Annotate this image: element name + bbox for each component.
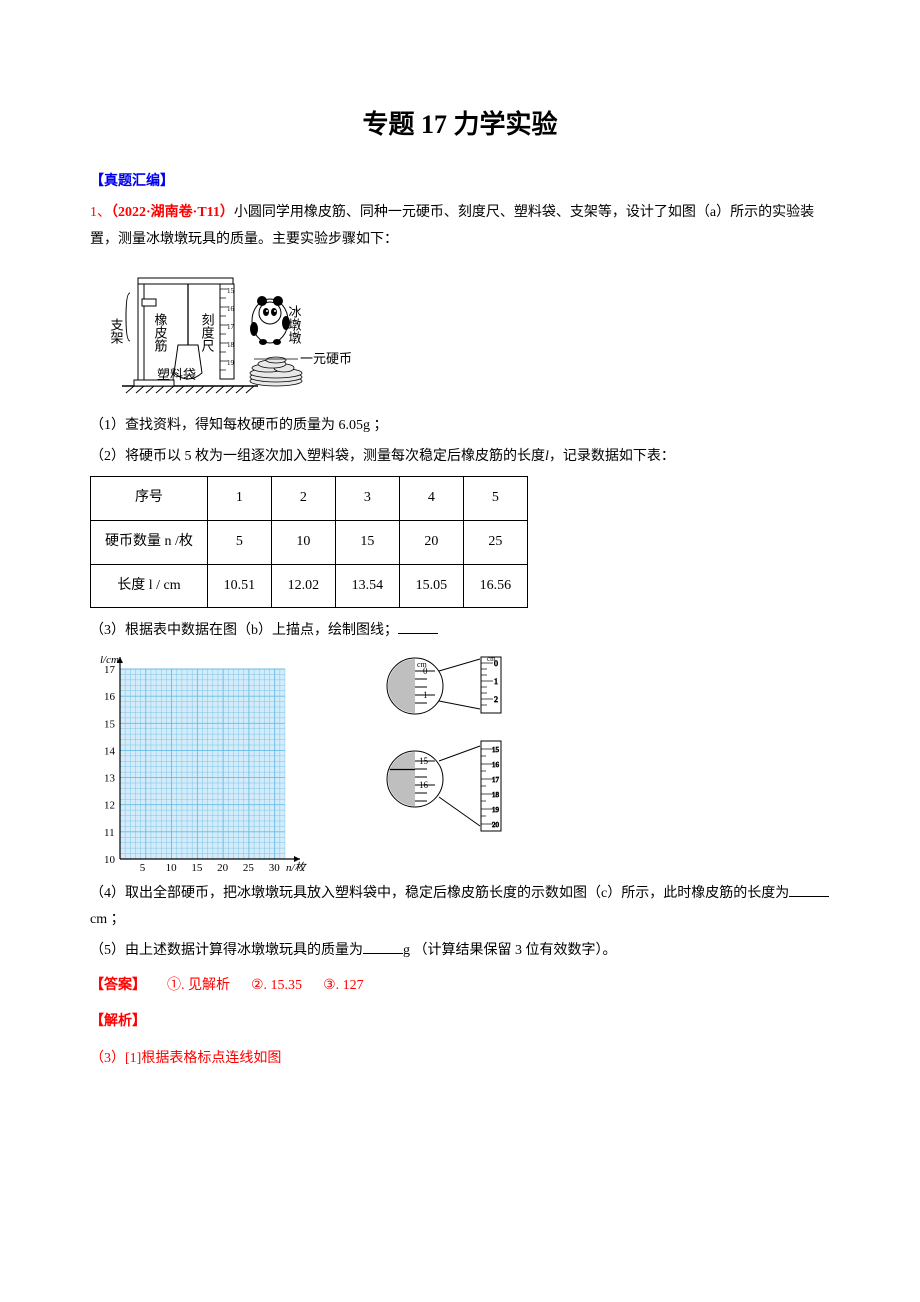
ruler-readings: 0 1 cm 0 1 2 cm 15 16 bbox=[375, 651, 545, 836]
label-ruler: 刻度尺 bbox=[200, 313, 215, 352]
apparatus-svg: 支架 橡皮筋 塑料袋 15 16 17 18 19 刻度尺 冰墩墩 bbox=[90, 263, 355, 403]
step4-unit: cm ； bbox=[90, 912, 125, 927]
svg-text:5: 5 bbox=[140, 862, 146, 871]
svg-text:1: 1 bbox=[423, 690, 428, 700]
svg-text:cm: cm bbox=[417, 660, 428, 669]
answer-line: 【答案】 ①. 见解析 ②. 15.35 ③. 127 bbox=[90, 973, 830, 1000]
problem-number: 1、 bbox=[90, 205, 111, 220]
svg-text:2: 2 bbox=[494, 695, 498, 704]
step5-text: （5）由上述数据计算得冰墩墩玩具的质量为 bbox=[90, 943, 363, 958]
graphics-row: l/cm n/枚 1011121314151617 51015202530 0 … bbox=[90, 651, 830, 871]
td: 5 bbox=[207, 520, 271, 564]
step3-text: （3）根据表中数据在图（b）上描点，绘制图线； bbox=[90, 623, 398, 638]
svg-text:30: 30 bbox=[269, 862, 281, 871]
svg-text:19: 19 bbox=[492, 806, 500, 814]
table-row: 序号 1 2 3 4 5 bbox=[91, 477, 528, 521]
svg-text:17: 17 bbox=[104, 664, 116, 676]
svg-text:25: 25 bbox=[243, 862, 255, 871]
answer-1: ①. 见解析 bbox=[167, 973, 230, 1000]
label-toy: 冰墩墩 bbox=[287, 305, 302, 344]
svg-text:16: 16 bbox=[104, 691, 116, 703]
svg-text:13: 13 bbox=[104, 772, 116, 784]
step-2: （2）将硬币以 5 枚为一组逐次加入塑料袋，测量每次稳定后橡皮筋的长度l，记录数… bbox=[90, 444, 830, 471]
blank bbox=[363, 940, 403, 954]
svg-text:16: 16 bbox=[492, 761, 500, 769]
section-header: 【真题汇编】 bbox=[90, 169, 830, 196]
td: 4 bbox=[399, 477, 463, 521]
step2-pre: （2）将硬币以 5 枚为一组逐次加入塑料袋，测量每次稳定后橡皮筋的长度 bbox=[90, 449, 545, 464]
coins-icon bbox=[250, 357, 302, 386]
th-n: 硬币数量 n /枚 bbox=[91, 520, 208, 564]
svg-text:15: 15 bbox=[492, 746, 500, 754]
svg-text:15: 15 bbox=[191, 862, 203, 871]
td: 2 bbox=[271, 477, 335, 521]
td: 3 bbox=[335, 477, 399, 521]
svg-text:14: 14 bbox=[104, 745, 116, 757]
apparatus-figure: 支架 橡皮筋 塑料袋 15 16 17 18 19 刻度尺 冰墩墩 bbox=[90, 263, 830, 403]
page-title: 专题 17 力学实验 bbox=[90, 100, 830, 149]
svg-text:15: 15 bbox=[104, 718, 116, 730]
td: 10 bbox=[271, 520, 335, 564]
problem-intro: 1、（2022·湖南卷·T11）小圆同学用橡皮筋、同种一元硬币、刻度尺、塑料袋、… bbox=[90, 200, 830, 253]
svg-text:18: 18 bbox=[492, 791, 500, 799]
th-l: 长度 l / cm bbox=[91, 564, 208, 608]
td: 15.05 bbox=[399, 564, 463, 608]
step-4: （4）取出全部硬币，把冰墩墩玩具放入塑料袋中，稳定后橡皮筋长度的示数如图（c）所… bbox=[90, 881, 830, 934]
analysis-label: 【解析】 bbox=[90, 1009, 830, 1036]
svg-text:16: 16 bbox=[419, 780, 429, 790]
td: 25 bbox=[463, 520, 527, 564]
td: 20 bbox=[399, 520, 463, 564]
table-row: 长度 l / cm 10.51 12.02 13.54 15.05 16.56 bbox=[91, 564, 528, 608]
svg-text:16: 16 bbox=[227, 305, 235, 313]
svg-text:20: 20 bbox=[492, 821, 500, 829]
xlabel: n/枚 bbox=[286, 861, 308, 871]
blank bbox=[789, 883, 829, 897]
svg-text:19: 19 bbox=[227, 359, 235, 367]
blank bbox=[398, 620, 438, 634]
step-1: （1）查找资料，得知每枚硬币的质量为 6.05g ； bbox=[90, 413, 830, 440]
answer-2: ②. 15.35 bbox=[251, 973, 302, 1000]
label-rubber: 橡皮筋 bbox=[153, 313, 168, 352]
th-seq: 序号 bbox=[91, 477, 208, 521]
bingdundun-icon bbox=[250, 296, 290, 345]
problem-source: （2022·湖南卷·T11） bbox=[111, 205, 234, 220]
td: 10.51 bbox=[207, 564, 271, 608]
svg-text:10: 10 bbox=[166, 862, 178, 871]
td: 1 bbox=[207, 477, 271, 521]
td: 5 bbox=[463, 477, 527, 521]
data-table: 序号 1 2 3 4 5 硬币数量 n /枚 5 10 15 20 25 长度 … bbox=[90, 476, 528, 608]
step-3: （3）根据表中数据在图（b）上描点，绘制图线； bbox=[90, 618, 830, 645]
answer-label: 【答案】 bbox=[90, 978, 146, 993]
analysis-label-text: 【解析】 bbox=[90, 1014, 146, 1029]
step2-after: ，记录数据如下表： bbox=[549, 449, 675, 464]
step-5: （5）由上述数据计算得冰墩墩玩具的质量为 g （计算结果保留 3 位有效数字）。 bbox=[90, 938, 830, 965]
td: 12.02 bbox=[271, 564, 335, 608]
analysis-body: （3）[1]根据表格标点连线如图 bbox=[90, 1046, 830, 1073]
svg-text:15: 15 bbox=[419, 756, 429, 766]
svg-text:17: 17 bbox=[227, 323, 235, 331]
svg-text:cm: cm bbox=[487, 655, 496, 663]
grid-chart: l/cm n/枚 1011121314151617 51015202530 bbox=[90, 651, 310, 871]
answer-3: ③. 127 bbox=[323, 973, 364, 1000]
step4-text: （4）取出全部硬币，把冰墩墩玩具放入塑料袋中，稳定后橡皮筋长度的示数如图（c）所… bbox=[90, 886, 789, 901]
svg-text:17: 17 bbox=[492, 776, 500, 784]
label-bag: 塑料袋 bbox=[157, 367, 196, 382]
td: 13.54 bbox=[335, 564, 399, 608]
label-coins: 一元硬币 bbox=[300, 351, 352, 366]
svg-text:10: 10 bbox=[104, 854, 116, 866]
step5-unit: g （计算结果保留 3 位有效数字）。 bbox=[403, 943, 617, 958]
td: 15 bbox=[335, 520, 399, 564]
label-stand: 支架 bbox=[109, 318, 124, 344]
svg-text:18: 18 bbox=[227, 341, 235, 349]
svg-text:11: 11 bbox=[104, 827, 115, 839]
td: 16.56 bbox=[463, 564, 527, 608]
svg-text:1: 1 bbox=[494, 677, 498, 686]
table-row: 硬币数量 n /枚 5 10 15 20 25 bbox=[91, 520, 528, 564]
svg-text:20: 20 bbox=[217, 862, 229, 871]
svg-text:15: 15 bbox=[227, 287, 235, 295]
svg-text:12: 12 bbox=[104, 799, 115, 811]
